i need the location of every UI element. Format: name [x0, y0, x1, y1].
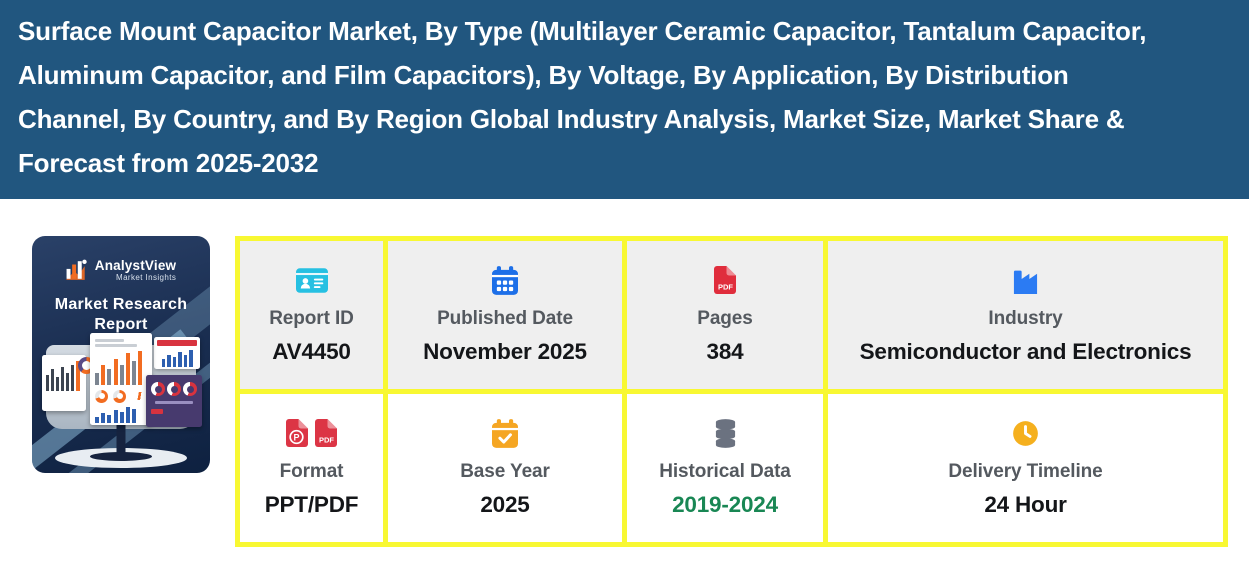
- card-value: Semiconductor and Electronics: [859, 339, 1192, 364]
- calendar-icon: [492, 265, 518, 295]
- title-banner: Surface Mount Capacitor Market, By Type …: [0, 0, 1249, 199]
- card-label: Format: [279, 461, 344, 482]
- svg-text:P: P: [293, 432, 299, 442]
- content-row: AnalystView Market Insights Market Resea…: [32, 236, 1249, 547]
- pdf-file-icon: PDF: [714, 266, 736, 294]
- caption-line2: Report: [94, 316, 148, 333]
- monitor-stand-foot: [90, 452, 152, 461]
- card-label: Base Year: [460, 461, 550, 482]
- factory-icon: [1013, 270, 1038, 294]
- card-historical-data: Historical Data 2019-2024: [627, 394, 823, 542]
- card-pages: PDF Pages 384: [627, 241, 823, 389]
- card-value: 24 Hour: [984, 492, 1067, 517]
- chart-card-donuts: [146, 375, 202, 427]
- card-label: Report ID: [269, 308, 354, 329]
- card-value: 2025: [480, 492, 530, 517]
- chart-card-main: [90, 333, 152, 425]
- ppt-file-icon: P: [286, 419, 308, 447]
- card-value: AV4450: [272, 339, 351, 364]
- card-value: PPT/PDF: [264, 492, 359, 517]
- chart-card-bars: [42, 355, 95, 411]
- pdf-file-icon: PDF: [315, 419, 337, 447]
- card-report-id: Report ID AV4450: [240, 241, 383, 389]
- id-card-icon: [295, 267, 328, 293]
- clock-icon: [1013, 420, 1038, 446]
- ring-charts-graphic: [95, 389, 147, 403]
- monitor-stand: [116, 423, 126, 457]
- bar-chart-graphic: [95, 406, 147, 423]
- report-cover-thumbnail: AnalystView Market Insights Market Resea…: [32, 236, 210, 473]
- card-label: Industry: [988, 308, 1063, 329]
- analystview-logo-icon: [65, 259, 87, 280]
- brand-text: AnalystView Market Insights: [95, 258, 177, 282]
- bar-chart-graphic: [157, 349, 197, 367]
- card-label: Delivery Timeline: [948, 461, 1103, 482]
- card-format: P PDF Format PPT/PDF: [240, 394, 383, 542]
- card-value: November 2025: [423, 339, 587, 364]
- chart-card-small: [154, 337, 200, 369]
- page-title: Surface Mount Capacitor Market, By Type …: [18, 16, 1147, 178]
- card-label: Published Date: [437, 308, 573, 329]
- brand-name: AnalystView: [94, 258, 177, 273]
- card-label: Pages: [697, 308, 753, 329]
- thumbnail-caption: Market Research Report: [32, 295, 210, 335]
- caption-line1: Market Research: [54, 296, 188, 313]
- card-delivery-timeline: Delivery Timeline 24 Hour: [828, 394, 1223, 542]
- card-value: 384: [706, 339, 744, 364]
- svg-text:PDF: PDF: [319, 436, 334, 445]
- database-icon: [715, 419, 735, 448]
- bar-chart-graphic: [46, 361, 82, 391]
- card-value: 2019-2024: [672, 492, 778, 517]
- card-label: Historical Data: [659, 461, 791, 482]
- donut-charts-graphic: [151, 382, 197, 396]
- calendar-check-icon: [492, 418, 518, 448]
- brand-tagline: Market Insights: [116, 273, 177, 282]
- card-industry: Industry Semiconductor and Electronics: [828, 241, 1223, 389]
- report-info-grid: Report ID AV4450: [235, 236, 1228, 547]
- bar-chart-graphic: [95, 350, 147, 385]
- brand-logo: AnalystView Market Insights: [32, 258, 210, 282]
- card-published-date: Published Date November 2025: [388, 241, 622, 389]
- card-base-year: Base Year 2025: [388, 394, 622, 542]
- svg-text:PDF: PDF: [718, 283, 733, 292]
